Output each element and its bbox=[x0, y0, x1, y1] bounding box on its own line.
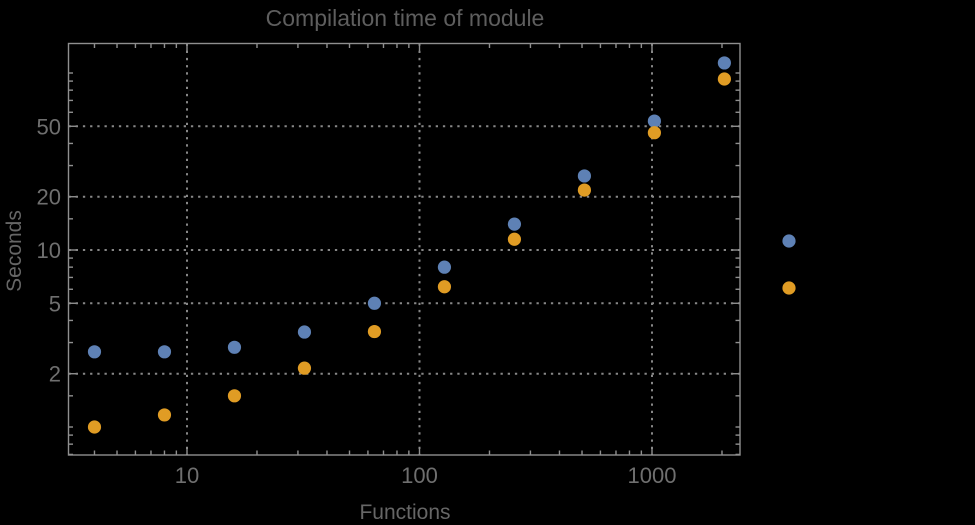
chart-title: Compilation time of module bbox=[266, 5, 545, 31]
data-point-series-orange bbox=[717, 72, 731, 86]
data-point-series-orange bbox=[87, 420, 102, 434]
data-point-series-blue bbox=[367, 296, 382, 310]
x-axis-label: Functions bbox=[359, 501, 450, 524]
data-points bbox=[87, 56, 731, 434]
data-point-series-orange bbox=[647, 126, 661, 140]
y-axis-label: Seconds bbox=[3, 210, 26, 292]
x-tick-label: 100 bbox=[401, 463, 438, 488]
y-tick-label: 20 bbox=[37, 185, 61, 210]
data-point-series-blue bbox=[507, 217, 522, 231]
data-point-series-orange bbox=[437, 280, 452, 294]
data-point-series-orange bbox=[367, 324, 382, 339]
data-point-series-orange bbox=[227, 389, 242, 403]
data-point-series-blue bbox=[227, 340, 242, 354]
legend-marker bbox=[782, 234, 796, 248]
data-point-series-orange bbox=[507, 232, 522, 246]
legend-marker bbox=[782, 281, 796, 295]
y-tick-label: 2 bbox=[49, 362, 61, 387]
data-point-series-blue bbox=[647, 114, 661, 128]
y-tick-label: 50 bbox=[37, 114, 61, 139]
axis-ticks bbox=[68, 43, 740, 456]
data-point-series-blue bbox=[87, 345, 102, 359]
data-point-series-blue bbox=[437, 260, 452, 274]
x-tick-label: 1000 bbox=[628, 463, 677, 488]
tick-labels: 10 100 1000 2 5 10 20 50 bbox=[37, 114, 677, 488]
data-point-series-blue bbox=[577, 169, 592, 183]
y-tick-label: 10 bbox=[37, 238, 61, 263]
gridlines bbox=[68, 43, 740, 455]
data-point-series-orange bbox=[157, 408, 172, 422]
y-tick-label: 5 bbox=[49, 291, 61, 316]
legend bbox=[782, 234, 796, 295]
data-point-series-blue bbox=[717, 56, 731, 70]
plot-frame bbox=[67, 42, 741, 456]
data-point-series-blue bbox=[157, 345, 172, 359]
data-point-series-blue bbox=[297, 325, 312, 339]
data-point-series-orange bbox=[577, 183, 592, 197]
x-tick-label: 10 bbox=[175, 463, 199, 488]
data-point-series-orange bbox=[297, 361, 312, 375]
